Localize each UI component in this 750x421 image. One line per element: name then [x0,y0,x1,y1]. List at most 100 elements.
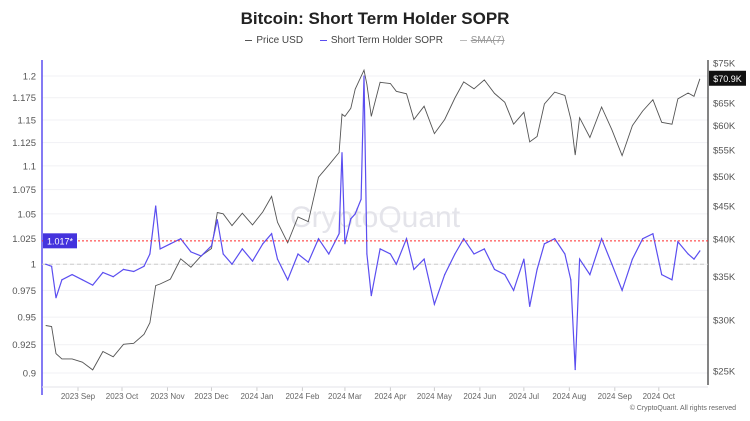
sopr-point [180,238,182,240]
right-tick-label: $25K [713,367,736,378]
right-tick-label: $50K [713,172,736,183]
left-tick-label: 0.925 [12,340,36,351]
sopr-point [513,289,515,291]
sopr-point [143,265,145,267]
sopr-point [536,268,538,271]
sopr-point [112,276,114,278]
x-tick-label: 2024 Feb [285,392,319,401]
sopr-point [574,368,576,371]
sopr-point [222,253,224,255]
sopr-point [169,243,171,245]
sopr-point [677,241,679,243]
left-tick-label: 1.05 [18,209,37,220]
legend-item-price[interactable]: Price USD [245,35,303,46]
x-tick-label: 2024 Jun [463,392,496,401]
sopr-point [102,271,104,274]
price-line [45,68,701,371]
sopr-point [493,268,496,271]
sopr-point [642,238,644,240]
sopr-point [287,279,289,281]
sopr-point [149,253,151,255]
sopr-point [523,258,525,260]
sopr-point [504,274,506,276]
sopr-point [366,253,368,255]
left-tick-label: 1.025 [12,234,36,245]
sma-swatch-icon [459,39,467,42]
legend-label: Short Term Holder SOPR [330,35,443,46]
sopr-point [317,238,320,240]
right-tick-label: $35K [713,272,736,283]
legend-item-sma[interactable]: SMA(7) [459,35,505,46]
sopr-point [413,268,415,271]
sopr-point [652,233,654,235]
sopr-point [564,253,566,255]
sopr-point [307,261,309,263]
sopr-point [216,219,218,221]
right-tick-label: $75K [713,59,736,70]
x-tick-label: 2023 Nov [150,392,184,401]
sopr-point [363,75,365,77]
sopr-point [262,243,264,245]
left-tick-label: 0.975 [12,286,36,297]
x-tick-label: 2023 Oct [106,392,139,401]
sopr-point [271,233,273,235]
sopr-point [693,258,695,260]
sopr-point [543,243,546,245]
left-tick-label: 0.9 [23,369,36,380]
x-tick-label: 2023 Sep [61,392,96,401]
sopr-point [251,260,254,262]
sopr-point [589,274,591,276]
sopr-point [631,258,634,260]
sopr-point [454,253,456,255]
sopr-point [81,279,83,281]
price-swatch-icon [245,39,253,42]
legend-item-sopr[interactable]: Short Term Holder SOPR [319,35,443,46]
sopr-point [341,152,343,154]
right-tick-label: $45K [713,202,736,213]
right-tick-label: $30K [713,315,736,326]
sopr-point [611,263,613,265]
sopr-point [444,274,446,276]
chart-title: Bitcoin: Short Term Holder SOPR [240,9,510,28]
left-tick-label: 1.2 [23,72,36,83]
left-tick-label: 1 [31,260,36,271]
x-tick-label: 2024 Mar [328,392,362,401]
sopr-point [133,270,135,273]
sopr-point [699,250,701,252]
sopr-point [687,253,689,255]
left-tick-label: 1.15 [18,115,37,126]
copyright: © CryptoQuant. All rights reserved [629,405,736,412]
sopr-point [473,253,475,255]
sopr-point [190,251,192,253]
sopr-point [529,305,531,307]
left-tick-label: 1.075 [12,185,36,196]
legend-label: Price USD [256,35,304,46]
right-tick-label: $65K [713,99,736,110]
sopr-point [463,238,465,240]
left-tick-label: 1.175 [12,93,36,104]
current-price-box [709,70,746,86]
sopr-point [210,245,213,247]
right-tick-label: $40K [713,235,736,246]
x-tick-label: 2024 Apr [374,392,406,401]
current-price-label: $70.9K [713,74,742,84]
sopr-point [51,265,53,267]
sopr-point [671,279,673,281]
x-tick-label: 2023 Dec [194,392,228,401]
sopr-point [354,213,356,215]
left-tick-label: 0.95 [18,313,37,324]
sopr-point [200,255,202,257]
x-tick-label: 2024 Jan [240,392,273,401]
sopr-point [350,218,352,220]
x-tick-label: 2024 Sep [598,392,633,401]
sopr-point [122,268,125,271]
right-tick-label: $55K [713,145,736,156]
sopr-point [276,258,279,260]
sopr-point [483,248,485,250]
sopr-point [61,279,63,281]
sopr-point [405,238,408,240]
sopr-point [621,289,623,291]
left-tick-label: 1.125 [12,138,36,149]
x-tick-label: 2024 May [417,392,452,401]
